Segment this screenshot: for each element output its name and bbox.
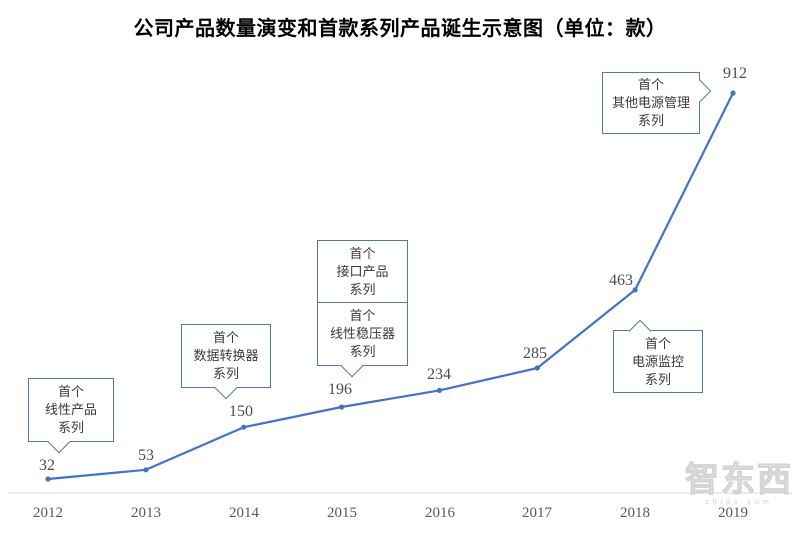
trend-line — [46, 91, 735, 481]
callout-interface-and-regulator: 首个 接口产品 系列 首个 线性稳压器 系列 — [317, 240, 408, 377]
data-point-marker — [730, 90, 736, 96]
data-point-markers — [45, 90, 736, 482]
chart-title: 公司产品数量演变和首款系列产品诞生示意图（单位：款） — [133, 18, 667, 40]
data-point-marker — [143, 467, 149, 473]
data-label-2013: 53 — [138, 447, 154, 464]
x-tick-2013: 2013 — [131, 505, 161, 521]
data-label-2017: 285 — [523, 345, 547, 362]
callout-text: 首个 线性产品 系列 — [44, 384, 97, 435]
x-tick-2016: 2016 — [425, 505, 455, 521]
data-point-marker — [339, 404, 345, 410]
data-label-2015: 196 — [328, 381, 352, 398]
x-tick-2015: 2015 — [327, 505, 357, 521]
data-point-marker — [241, 424, 247, 430]
data-label-2018: 463 — [609, 272, 633, 289]
data-point-marker — [45, 476, 51, 482]
callout-text-interface: 首个 接口产品 系列 — [318, 241, 407, 303]
data-label-2012: 32 — [39, 457, 55, 474]
x-tick-2019: 2019 — [718, 505, 748, 521]
x-tick-2014: 2014 — [229, 505, 259, 521]
callout-text: 首个 其他电源管理 系列 — [611, 77, 690, 128]
callout-text-regulator: 首个 线性稳压器 系列 — [329, 307, 395, 359]
callout-power-monitoring: 首个 电源监控 系列 — [613, 319, 703, 393]
callout-text: 首个 电源监控 系列 — [631, 335, 684, 387]
callout-linear-products: 首个 线性产品 系列 — [28, 378, 114, 453]
data-label-2016: 234 — [427, 366, 451, 383]
x-tick-2017: 2017 — [522, 505, 552, 521]
data-point-marker — [632, 287, 638, 293]
callout-other-power-mgmt: 首个 其他电源管理 系列 — [602, 72, 711, 134]
data-point-marker — [534, 365, 540, 371]
callout-data-converter: 首个 数据转换器 系列 — [181, 324, 271, 399]
data-label-2014: 150 — [229, 403, 253, 420]
callout-text: 首个 数据转换器 系列 — [193, 330, 259, 381]
x-tick-2018: 2018 — [620, 505, 650, 521]
watermark-url: zhidx.com — [705, 499, 773, 506]
watermark-logo: 智东西 — [685, 461, 793, 499]
x-tick-2012: 2012 — [33, 505, 63, 521]
data-point-marker — [436, 387, 442, 393]
data-label-2019: 912 — [723, 65, 747, 82]
watermark: 智东西 zhidx.com — [680, 462, 798, 508]
